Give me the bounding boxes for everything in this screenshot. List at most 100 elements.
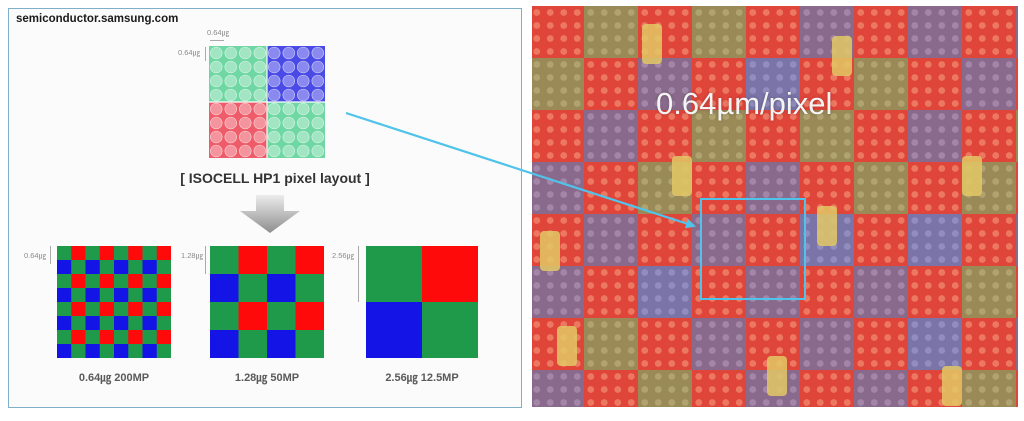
micro-dot <box>695 87 703 94</box>
micro-dot <box>924 256 932 263</box>
micro-dot <box>735 321 743 328</box>
micro-dot <box>533 61 541 68</box>
micro-dot <box>573 139 581 146</box>
micro-dot <box>560 87 568 94</box>
micro-dot <box>911 126 919 133</box>
pixel-cell <box>114 288 129 303</box>
micro-dot <box>992 139 1000 146</box>
micro-dot <box>560 191 568 198</box>
micro-dot <box>803 48 811 55</box>
micro-dot <box>857 9 865 16</box>
micro-dot <box>857 139 865 146</box>
micro-dot <box>924 399 932 406</box>
micro-lens <box>297 60 310 74</box>
micro-dot <box>749 165 757 172</box>
micro-dot <box>614 9 622 16</box>
micro-dot <box>843 152 851 159</box>
micro-dot <box>735 152 743 159</box>
micro-dot <box>911 139 919 146</box>
micro-dot <box>776 9 784 16</box>
micro-dot <box>708 373 716 380</box>
micro-dot <box>708 126 716 133</box>
micro-dot <box>776 152 784 159</box>
micro-dot <box>911 334 919 341</box>
micro-dot <box>614 113 622 120</box>
micro-dot <box>533 48 541 55</box>
micro-dot <box>776 308 784 315</box>
micro-dot <box>1005 139 1013 146</box>
micro-dot <box>897 113 905 120</box>
micro-dot <box>924 113 932 120</box>
micro-dot <box>816 321 824 328</box>
micro-dot <box>735 230 743 237</box>
micro-dot <box>843 256 851 263</box>
micro-dot <box>938 48 946 55</box>
micro-dot <box>965 48 973 55</box>
grid2-caption: 1.28㎍ 50MP <box>234 372 300 384</box>
micro-dot <box>870 256 878 263</box>
micro-dot <box>884 113 892 120</box>
micro-dot <box>573 61 581 68</box>
micro-dot <box>1005 360 1013 367</box>
pixel-cell <box>210 302 239 331</box>
micro-dot <box>843 347 851 354</box>
micro-dot <box>641 256 649 263</box>
micro-dot <box>708 113 716 120</box>
micro-dot <box>924 152 932 159</box>
micro-dot <box>614 48 622 55</box>
micro-dot <box>735 360 743 367</box>
micro-dot <box>681 360 689 367</box>
micro-dot <box>614 87 622 94</box>
pixel-cell <box>114 344 129 358</box>
micro-dot <box>560 74 568 81</box>
micro-dot <box>857 74 865 81</box>
micro-dot <box>668 399 676 406</box>
micro-dot <box>546 178 554 185</box>
micro-dot <box>708 282 716 289</box>
micro-dot <box>560 386 568 393</box>
micro-dot <box>789 178 797 185</box>
micro-dot <box>776 321 784 328</box>
micro-dot <box>938 61 946 68</box>
micro-dot <box>722 152 730 159</box>
micro-dot <box>924 269 932 276</box>
micro-dot <box>573 191 581 198</box>
micro-dot <box>573 22 581 29</box>
micro-dot <box>776 165 784 172</box>
micro-dot <box>938 100 946 107</box>
pixel-cell <box>85 260 101 275</box>
micro-dot <box>897 282 905 289</box>
micro-dot <box>762 230 770 237</box>
micro-dot <box>708 48 716 55</box>
micro-dot <box>857 48 865 55</box>
micro-dot <box>843 334 851 341</box>
micro-dot <box>762 74 770 81</box>
micro-dot <box>695 22 703 29</box>
micro-dot <box>924 178 932 185</box>
micro-dot <box>870 152 878 159</box>
micro-dot <box>965 126 973 133</box>
grid3-caption: 2.56㎍ 12.5MP <box>385 372 459 384</box>
micro-lens <box>297 116 310 130</box>
micro-dot <box>614 100 622 107</box>
micro-dot <box>911 295 919 302</box>
micro-dot <box>614 386 622 393</box>
micro-dot <box>735 126 743 133</box>
micro-dot <box>803 139 811 146</box>
micro-dot <box>735 139 743 146</box>
micro-dot <box>978 126 986 133</box>
micro-dot <box>1005 269 1013 276</box>
pixel-cell <box>71 260 86 275</box>
micro-dot <box>614 22 622 29</box>
micro-dot <box>884 74 892 81</box>
micro-dot <box>749 399 757 406</box>
micro-dot <box>911 178 919 185</box>
micro-dot <box>1005 61 1013 68</box>
micro-dot <box>992 243 1000 250</box>
micro-dot <box>884 100 892 107</box>
micro-dot <box>992 178 1000 185</box>
micro-dot <box>722 308 730 315</box>
micro-dot <box>1005 87 1013 94</box>
micro-dot <box>560 22 568 29</box>
micro-dot <box>627 360 635 367</box>
